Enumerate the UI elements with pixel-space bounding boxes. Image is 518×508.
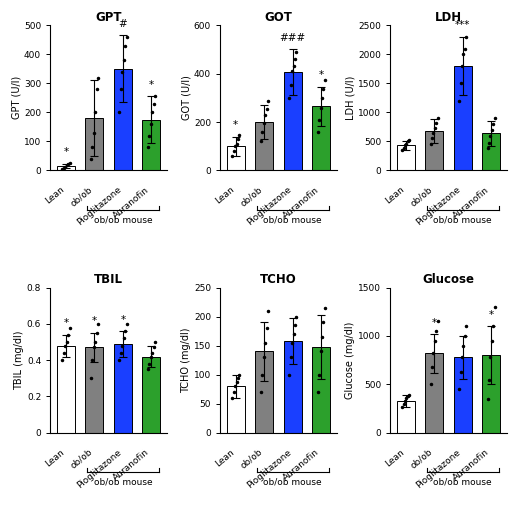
Text: Pioglitazone: Pioglitazone [75, 185, 123, 227]
Text: Pioglitazone: Pioglitazone [75, 447, 123, 490]
Text: ob/ob mouse: ob/ob mouse [94, 215, 152, 225]
Bar [114, 344, 132, 433]
Text: Lean: Lean [213, 447, 236, 468]
Bar [57, 166, 75, 171]
Text: Lean: Lean [383, 447, 406, 468]
Bar [397, 145, 414, 171]
Bar [312, 347, 330, 433]
Text: #: # [119, 19, 127, 29]
Text: *: * [431, 318, 437, 328]
Text: ob/ob mouse: ob/ob mouse [264, 478, 322, 487]
Text: Auranofin: Auranofin [112, 185, 151, 220]
Bar [85, 118, 103, 171]
Title: Glucose: Glucose [423, 273, 474, 287]
Text: ob/ob mouse: ob/ob mouse [434, 478, 492, 487]
Title: LDH: LDH [435, 11, 462, 24]
Text: ob/ob: ob/ob [69, 185, 94, 208]
Bar [142, 119, 160, 171]
Text: *: * [233, 120, 238, 130]
Text: Auranofin: Auranofin [452, 447, 491, 483]
Text: ob/ob: ob/ob [239, 185, 264, 208]
Bar [454, 357, 471, 433]
Text: *: * [488, 310, 494, 320]
Text: *: * [319, 71, 324, 80]
Y-axis label: GOT (U/l): GOT (U/l) [181, 75, 191, 120]
Bar [482, 133, 500, 171]
Text: *: * [63, 318, 68, 328]
Text: ob/ob mouse: ob/ob mouse [434, 215, 492, 225]
Text: ###: ### [280, 33, 306, 43]
Bar [142, 357, 160, 433]
Bar [284, 73, 301, 171]
Text: *: * [149, 80, 154, 90]
Text: Lean: Lean [44, 447, 66, 468]
Y-axis label: TCHO (mg/dl): TCHO (mg/dl) [181, 328, 191, 393]
Text: Pioglitazone: Pioglitazone [415, 447, 463, 490]
Text: ob/ob: ob/ob [239, 447, 264, 470]
Title: GOT: GOT [265, 11, 293, 24]
Text: *: * [63, 147, 68, 157]
Bar [284, 341, 301, 433]
Y-axis label: Glucose (mg/dl): Glucose (mg/dl) [346, 322, 355, 399]
Text: Auranofin: Auranofin [282, 447, 321, 483]
Text: Pioglitazone: Pioglitazone [245, 447, 293, 490]
Bar [312, 106, 330, 171]
Text: Auranofin: Auranofin [282, 185, 321, 220]
Text: Auranofin: Auranofin [112, 447, 151, 483]
Text: ***: *** [455, 20, 470, 30]
Text: Pioglitazone: Pioglitazone [245, 185, 293, 227]
Bar [227, 146, 244, 171]
Text: ob/ob mouse: ob/ob mouse [94, 478, 152, 487]
Y-axis label: GPT (U/l): GPT (U/l) [11, 76, 21, 119]
Bar [227, 386, 244, 433]
Bar [114, 69, 132, 171]
Bar [425, 131, 443, 171]
Bar [255, 352, 273, 433]
Bar [454, 66, 471, 171]
Text: ob/ob: ob/ob [409, 185, 434, 208]
Bar [482, 356, 500, 433]
Y-axis label: LDH (U/l): LDH (U/l) [346, 76, 355, 120]
Text: ob/ob: ob/ob [409, 447, 434, 470]
Title: TBIL: TBIL [94, 273, 123, 287]
Y-axis label: TBIL (mg/dl): TBIL (mg/dl) [14, 330, 24, 390]
Bar [255, 122, 273, 171]
Text: *: * [120, 314, 125, 325]
Bar [425, 354, 443, 433]
Text: ob/ob mouse: ob/ob mouse [264, 215, 322, 225]
Title: TCHO: TCHO [260, 273, 297, 287]
Bar [397, 401, 414, 433]
Text: Lean: Lean [213, 185, 236, 206]
Text: Lean: Lean [383, 185, 406, 206]
Text: *: * [92, 316, 97, 327]
Text: Auranofin: Auranofin [452, 185, 491, 220]
Title: GPT: GPT [95, 11, 122, 24]
Text: Pioglitazone: Pioglitazone [415, 185, 463, 227]
Text: ob/ob: ob/ob [69, 447, 94, 470]
Text: Lean: Lean [44, 185, 66, 206]
Bar [85, 347, 103, 433]
Bar [57, 345, 75, 433]
